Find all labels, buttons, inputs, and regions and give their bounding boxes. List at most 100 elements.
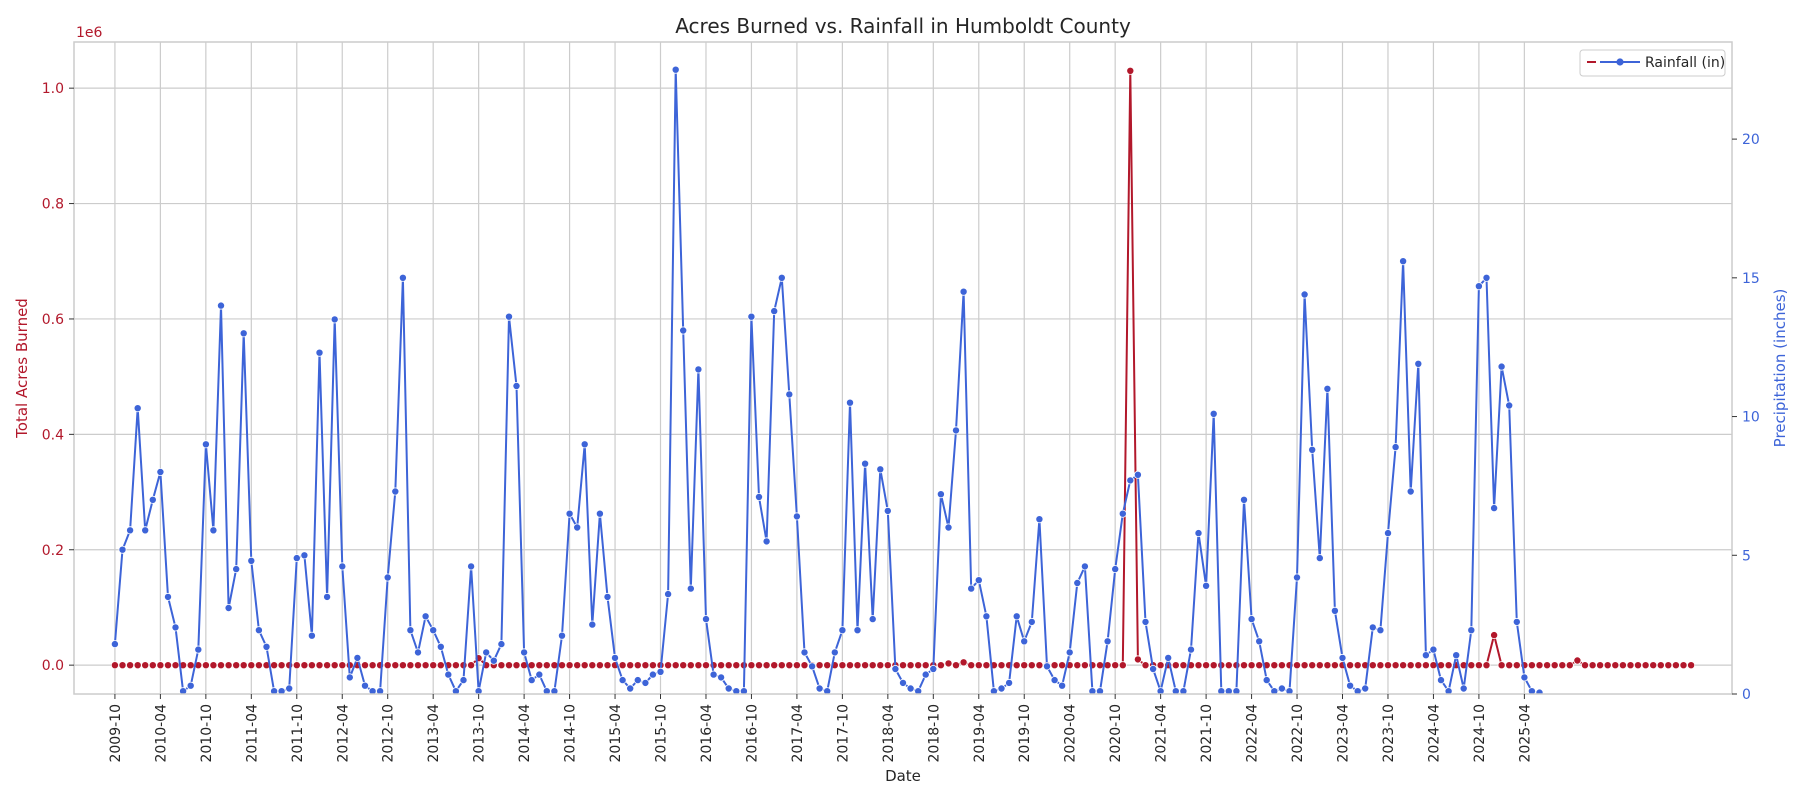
rainfall-point xyxy=(436,642,445,651)
acres-point xyxy=(383,661,392,670)
acres-point xyxy=(315,661,324,670)
acres-point xyxy=(307,661,316,670)
rainfall-point xyxy=(762,537,771,546)
acres-point xyxy=(1656,661,1665,670)
rainfall-point xyxy=(868,615,877,624)
acres-point xyxy=(838,661,847,670)
rainfall-point xyxy=(982,612,991,621)
acres-point xyxy=(254,661,263,670)
acres-point xyxy=(1308,661,1317,670)
rainfall-point xyxy=(1421,651,1430,660)
x-tick-label: 2023-10 xyxy=(1381,704,1397,763)
acres-point xyxy=(777,661,786,670)
chart-title: Acres Burned vs. Rainfall in Humboldt Co… xyxy=(675,14,1131,38)
acres-point xyxy=(368,661,377,670)
acres-point xyxy=(1255,661,1264,670)
rainfall-point xyxy=(861,459,870,468)
acres-point xyxy=(603,661,612,670)
rainfall-point xyxy=(838,626,847,635)
acres-point xyxy=(823,661,832,670)
rainfall-point xyxy=(1255,637,1264,646)
acres-point xyxy=(1133,655,1142,664)
rainfall-point xyxy=(1171,687,1180,694)
y-axis-left-offset: 1e6 xyxy=(76,25,103,41)
acres-point xyxy=(504,661,513,670)
rainfall-point xyxy=(292,554,301,563)
rainfall-point xyxy=(262,642,271,651)
acres-point xyxy=(724,661,733,670)
acres-point xyxy=(338,661,347,670)
acres-point xyxy=(156,661,165,670)
x-tick-label: 2010-04 xyxy=(153,704,169,763)
acres-point xyxy=(201,661,210,670)
rainfall-point xyxy=(1247,615,1256,624)
acres-point xyxy=(671,661,680,670)
acres-point xyxy=(959,658,968,667)
rainfall-point xyxy=(194,645,203,654)
acres-point xyxy=(815,661,824,670)
acres-point xyxy=(565,661,574,670)
acres-point xyxy=(1194,661,1203,670)
rainfall-point xyxy=(467,562,476,571)
x-tick-label: 2017-04 xyxy=(790,704,806,763)
rainfall-point xyxy=(1020,637,1029,646)
acres-point xyxy=(1202,661,1211,670)
rainfall-point xyxy=(1535,688,1544,694)
rainfall-point xyxy=(891,665,900,674)
acres-point xyxy=(171,661,180,670)
x-tick-label: 2024-10 xyxy=(1472,704,1488,763)
rainfall-point xyxy=(792,512,801,521)
acres-point xyxy=(573,661,582,670)
acres-point xyxy=(785,661,794,670)
rainfall-point xyxy=(1414,359,1423,368)
acres-point xyxy=(1247,661,1256,670)
rainfall-point xyxy=(1202,581,1211,590)
rainfall-point xyxy=(406,626,415,635)
rainfall-point xyxy=(641,678,650,687)
acres-point xyxy=(1505,661,1514,670)
acres-point xyxy=(1679,661,1688,670)
rainfall-point xyxy=(1285,687,1294,694)
rainfall-point xyxy=(679,326,688,335)
rainfall-point xyxy=(1338,653,1347,662)
x-tick-label: 2015-10 xyxy=(654,704,670,763)
rainfall-point xyxy=(163,592,172,601)
acres-point xyxy=(1270,661,1279,670)
acres-point xyxy=(1490,631,1499,640)
rainfall-point xyxy=(1080,562,1089,571)
x-tick-label: 2021-04 xyxy=(1154,704,1170,763)
acres-point xyxy=(906,661,915,670)
y-axis-left: 0.0 0.2 0.4 0.6 0.8 1.0 xyxy=(42,81,74,674)
rainfall-point xyxy=(1012,612,1021,621)
acres-point xyxy=(406,661,415,670)
acres-point xyxy=(1300,661,1309,670)
rainfall-point xyxy=(1194,529,1203,538)
rainfall-point xyxy=(952,426,961,435)
acres-point xyxy=(1573,656,1582,665)
rainfall-point xyxy=(853,626,862,635)
rainfall-point xyxy=(444,670,453,679)
rainfall-point xyxy=(671,65,680,74)
rainfall-point xyxy=(1361,684,1370,693)
acres-point xyxy=(1058,661,1067,670)
acres-point xyxy=(967,661,976,670)
rainfall-point xyxy=(1118,509,1127,518)
acres-point xyxy=(974,661,983,670)
acres-point xyxy=(1126,66,1135,75)
acres-point xyxy=(686,661,695,670)
acres-point xyxy=(1527,661,1536,670)
acres-point xyxy=(1535,661,1544,670)
y-left-tick-label: 0.0 xyxy=(42,658,64,674)
acres-point xyxy=(1421,661,1430,670)
rainfall-point xyxy=(724,684,733,693)
rainfall-point xyxy=(1111,565,1120,574)
acres-point xyxy=(846,661,855,670)
rainfall-point xyxy=(770,307,779,316)
rainfall-point xyxy=(353,653,362,662)
rainfall-point xyxy=(876,465,885,474)
y-right-tick-label: 10 xyxy=(1742,410,1760,426)
acres-point xyxy=(300,661,309,670)
acres-point xyxy=(1399,661,1408,670)
rainfall-point xyxy=(899,678,908,687)
rainfall-point xyxy=(1232,687,1241,694)
